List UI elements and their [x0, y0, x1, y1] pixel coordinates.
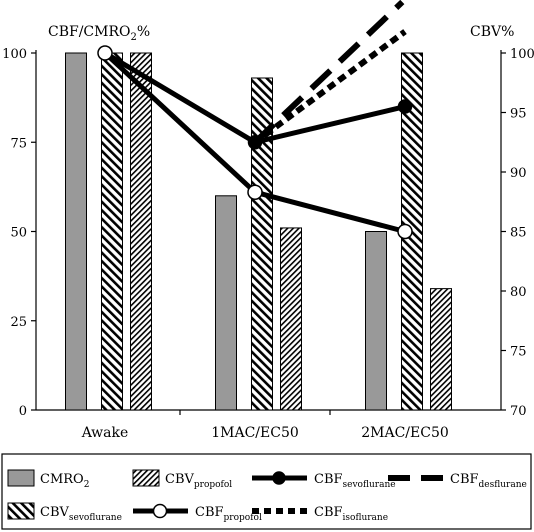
x-tick-label: 2MAC/EC50	[361, 425, 449, 441]
legend-frame	[1, 453, 532, 530]
y-right-tick-label: 95	[510, 107, 527, 122]
y-right-tick-label: 70	[510, 404, 527, 419]
point-cbf_prop	[247, 184, 263, 200]
legend-label: CBVpropofol	[165, 472, 232, 490]
line-cbf_prop	[103, 51, 257, 195]
point-cbf_sevo	[397, 99, 413, 114]
legend-label: CBFpropofol	[195, 505, 262, 523]
legend-item-cbv_prop: CBVpropofol	[132, 469, 232, 490]
y-axis-left-ticks: 0 25 50 75 100	[2, 47, 36, 419]
bar-cbv_prop	[280, 227, 302, 411]
legend-label: CMRO2	[40, 472, 89, 490]
line-cbf_sevo	[254, 104, 406, 145]
bar-cmro2	[365, 231, 387, 411]
y-axis-left-label: CBF/CMRO2%	[48, 24, 150, 43]
legend-label: CBVsevoflurane	[40, 505, 122, 523]
legend-label: CBFdesflurane	[450, 472, 527, 490]
line-cbf_sevo	[103, 50, 257, 145]
legend-swatch	[132, 469, 160, 487]
bar-cmro2	[65, 52, 87, 411]
y-right-tick-label: 80	[510, 285, 527, 300]
legend-marker	[152, 503, 168, 519]
bar-cbv_prop	[430, 288, 452, 411]
legend-label: CBFisoflurane	[314, 505, 388, 523]
line-marks	[97, 0, 413, 240]
legend-swatch	[7, 469, 35, 487]
y-right-tick-label: 75	[510, 345, 527, 360]
y-left-tick-label: 100	[2, 47, 27, 62]
x-axis-ticks: Awake 1MAC/EC50 2MAC/EC50	[81, 410, 449, 441]
plot-area: 0 25 50 75 100 70 75 80 85 90 95 100 Awake 1MAC/EC5…	[2, 0, 534, 441]
y-axis-right-label: CBV%	[470, 24, 514, 40]
y-right-tick-label: 90	[510, 166, 527, 181]
line-cbf_des	[252, 0, 405, 145]
bar-cmro2	[215, 195, 237, 411]
legend-swatch	[7, 502, 35, 520]
y-left-tick-label: 50	[10, 226, 27, 241]
bar-cbv_prop	[130, 52, 152, 411]
legend-item-cbv_sevo: CBVsevoflurane	[7, 502, 122, 523]
legend: CMRO2 CBVpropofol CBFsevoflurane CBFdesflur…	[1, 453, 532, 530]
y-right-tick-label: 100	[510, 47, 534, 62]
point-cbf_prop	[97, 45, 113, 61]
legend-marker	[272, 471, 286, 485]
legend-item-cmro2: CMRO2	[7, 469, 89, 490]
y-left-tick-label: 25	[10, 315, 27, 330]
y-left-tick-label: 0	[19, 404, 27, 419]
bar-cbv_sevo	[251, 77, 273, 411]
x-tick-label: 1MAC/EC50	[211, 425, 299, 441]
legend-items: CMRO2 CBVpropofol CBFsevoflurane CBFdesflur…	[7, 469, 527, 523]
line-cbf_prop	[254, 189, 406, 234]
point-cbf_sevo	[247, 135, 263, 150]
y-axis-right-ticks: 70 75 80 85 90 95 100	[501, 47, 534, 419]
point-cbf_prop	[397, 223, 413, 240]
y-left-tick-label: 75	[10, 136, 27, 151]
legend-label: CBFsevoflurane	[314, 472, 396, 490]
legend-item-cbf_prop: CBFpropofol	[133, 503, 262, 523]
bar-marks	[65, 52, 452, 411]
y-right-tick-label: 85	[510, 226, 527, 241]
bar-cbv_sevo	[101, 52, 123, 411]
legend-item-cbf_des: CBFdesflurane	[388, 472, 527, 490]
legend-item-cbf_sevo: CBFsevoflurane	[252, 471, 396, 490]
legend-item-cbf_iso: CBFisoflurane	[252, 505, 388, 523]
line-cbf_iso	[253, 29, 407, 145]
x-tick-label: Awake	[81, 425, 129, 441]
